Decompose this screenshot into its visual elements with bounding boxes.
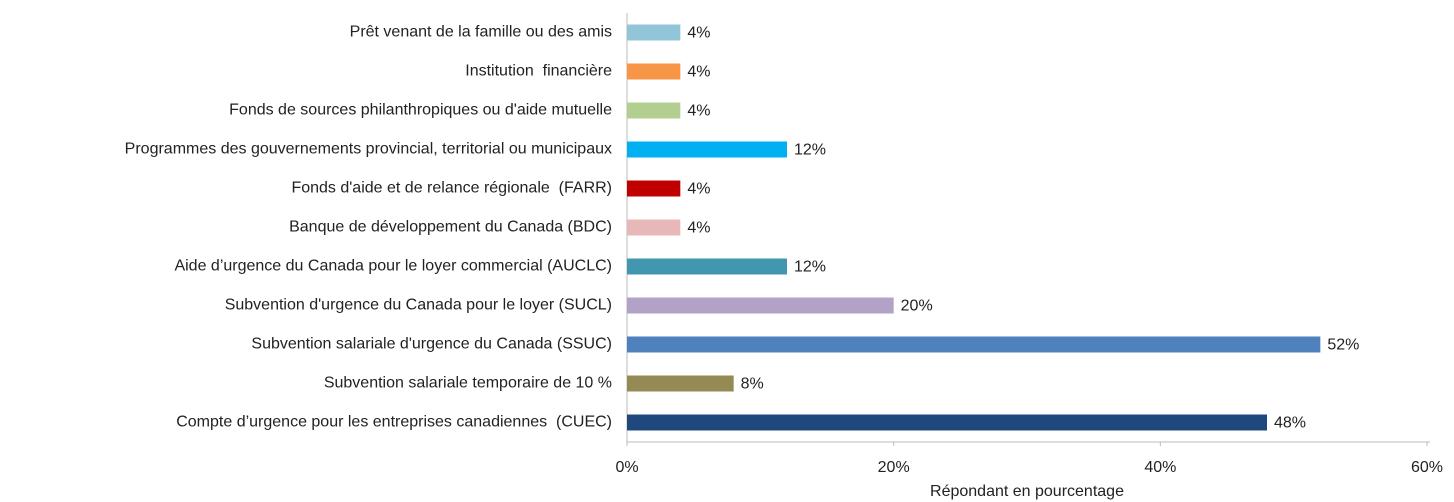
value-label: 4% [687, 181, 710, 198]
bar [627, 258, 787, 275]
bar [627, 102, 681, 119]
bar [627, 24, 681, 41]
value-label: 4% [687, 25, 710, 42]
value-label: 20% [901, 298, 933, 315]
value-label: 52% [1327, 337, 1359, 354]
bar [627, 297, 894, 314]
bar [627, 219, 681, 236]
value-label: 12% [794, 142, 826, 159]
bar [627, 414, 1267, 431]
value-label: 4% [687, 103, 710, 120]
bar [627, 375, 734, 392]
y-tick-label: Compte d’urgence pour les entreprises ca… [176, 414, 612, 431]
x-tick-label: 60% [1411, 459, 1443, 476]
y-tick-label: Subvention salariale d'urgence du Canada… [251, 336, 612, 353]
y-tick-label: Fonds d'aide et de relance régionale (FA… [291, 180, 612, 197]
value-label: 4% [687, 220, 710, 237]
bar [627, 63, 681, 80]
y-tick-label: Institution financière [465, 63, 612, 80]
y-tick-label: Prêt venant de la famille ou des amis [350, 24, 612, 41]
value-label: 48% [1274, 415, 1306, 432]
bar [627, 180, 681, 197]
value-label: 4% [687, 64, 710, 81]
y-tick-label: Subvention d'urgence du Canada pour le l… [225, 297, 612, 314]
y-tick-label: Aide d’urgence du Canada pour le loyer c… [174, 258, 612, 275]
value-label: 8% [741, 376, 764, 393]
bar [627, 336, 1321, 353]
y-tick-label: Subvention salariale temporaire de 10 % [324, 375, 612, 392]
x-tick-label: 40% [1144, 459, 1176, 476]
y-tick-label: Fonds de sources philanthropiques ou d'a… [229, 102, 612, 119]
value-label: 12% [794, 259, 826, 276]
x-axis-label: Répondant en pourcentage [930, 483, 1124, 500]
y-tick-label: Programmes des gouvernements provincial,… [125, 141, 612, 158]
x-tick-label: 0% [615, 459, 638, 476]
x-tick-label: 20% [878, 459, 910, 476]
y-tick-label: Banque de développement du Canada (BDC) [289, 219, 612, 236]
bar [627, 141, 787, 158]
